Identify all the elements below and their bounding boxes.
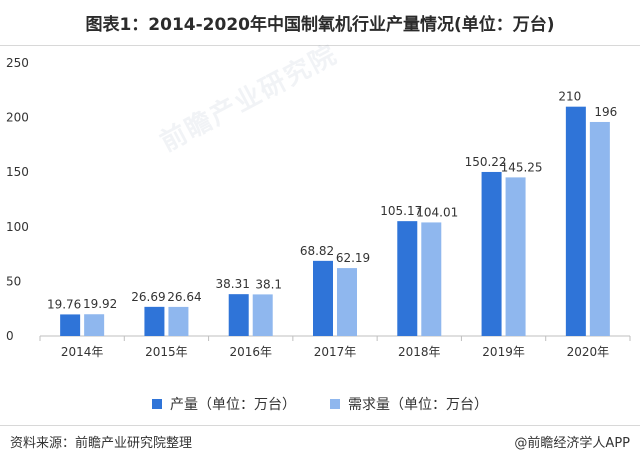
data-label-demand: 145.25 bbox=[501, 160, 543, 174]
bar-production bbox=[565, 106, 586, 337]
x-tick-label: 2020年 bbox=[567, 345, 610, 359]
legend-label-demand: 需求量（单位：万台） bbox=[348, 397, 488, 413]
data-label-production: 105.17 bbox=[380, 204, 422, 218]
x-tick-label: 2019年 bbox=[482, 345, 525, 359]
bar-production bbox=[481, 171, 502, 336]
x-tick-label: 2016年 bbox=[229, 345, 272, 359]
title-divider bbox=[0, 45, 640, 46]
y-tick-label: 250 bbox=[6, 56, 29, 70]
y-tick-label: 100 bbox=[6, 220, 29, 234]
data-label-production: 68.82 bbox=[300, 244, 334, 258]
y-tick-label: 50 bbox=[6, 274, 21, 288]
legend-swatch-production bbox=[152, 399, 162, 409]
y-tick-label: 150 bbox=[6, 165, 29, 179]
y-tick-label: 200 bbox=[6, 111, 29, 125]
x-tick-label: 2015年 bbox=[145, 345, 188, 359]
bar-demand bbox=[84, 314, 105, 336]
legend-label-production: 产量（单位：万台） bbox=[170, 397, 296, 413]
bar-demand bbox=[337, 268, 357, 336]
data-label-demand: 19.92 bbox=[83, 297, 117, 311]
bar-demand bbox=[505, 177, 526, 336]
bar-demand bbox=[252, 294, 273, 336]
bar-demand bbox=[168, 306, 189, 336]
legend-item-demand: 需求量（单位：万台） bbox=[330, 394, 488, 414]
bar-demand bbox=[589, 121, 610, 336]
data-label-production: 38.31 bbox=[216, 277, 250, 291]
y-tick-label: 0 bbox=[6, 329, 14, 343]
data-label-production: 210 bbox=[558, 90, 581, 104]
x-tick-label: 2018年 bbox=[398, 345, 441, 359]
x-tick-label: 2014年 bbox=[61, 345, 104, 359]
data-label-production: 150.22 bbox=[465, 155, 507, 169]
source-note: 资料来源：前瞻产业研究院整理 bbox=[10, 436, 193, 451]
legend-item-production: 产量（单位：万台） bbox=[152, 394, 296, 414]
bar-production bbox=[313, 260, 333, 336]
bar-production bbox=[144, 306, 165, 336]
data-label-demand: 196 bbox=[594, 105, 617, 119]
bar-demand bbox=[421, 222, 442, 336]
data-label-demand: 38.1 bbox=[255, 277, 282, 291]
legend-swatch-demand bbox=[330, 399, 340, 409]
bar-production bbox=[228, 294, 249, 336]
credit-note: @前瞻经济学人APP bbox=[514, 436, 630, 451]
x-tick-label: 2017年 bbox=[314, 345, 357, 359]
footer-divider bbox=[0, 425, 640, 426]
data-label-production: 26.69 bbox=[131, 290, 165, 304]
data-label-production: 19.76 bbox=[47, 297, 81, 311]
bar-production bbox=[397, 221, 418, 336]
bar-production bbox=[60, 314, 81, 336]
chart-title: 图表1：2014-2020年中国制氧机行业产量情况(单位：万台) bbox=[85, 15, 555, 35]
data-label-demand: 62.19 bbox=[336, 251, 370, 265]
data-label-demand: 26.64 bbox=[167, 290, 201, 304]
legend: 产量（单位：万台） 需求量（单位：万台） bbox=[0, 394, 640, 414]
data-label-demand: 104.01 bbox=[416, 205, 458, 219]
